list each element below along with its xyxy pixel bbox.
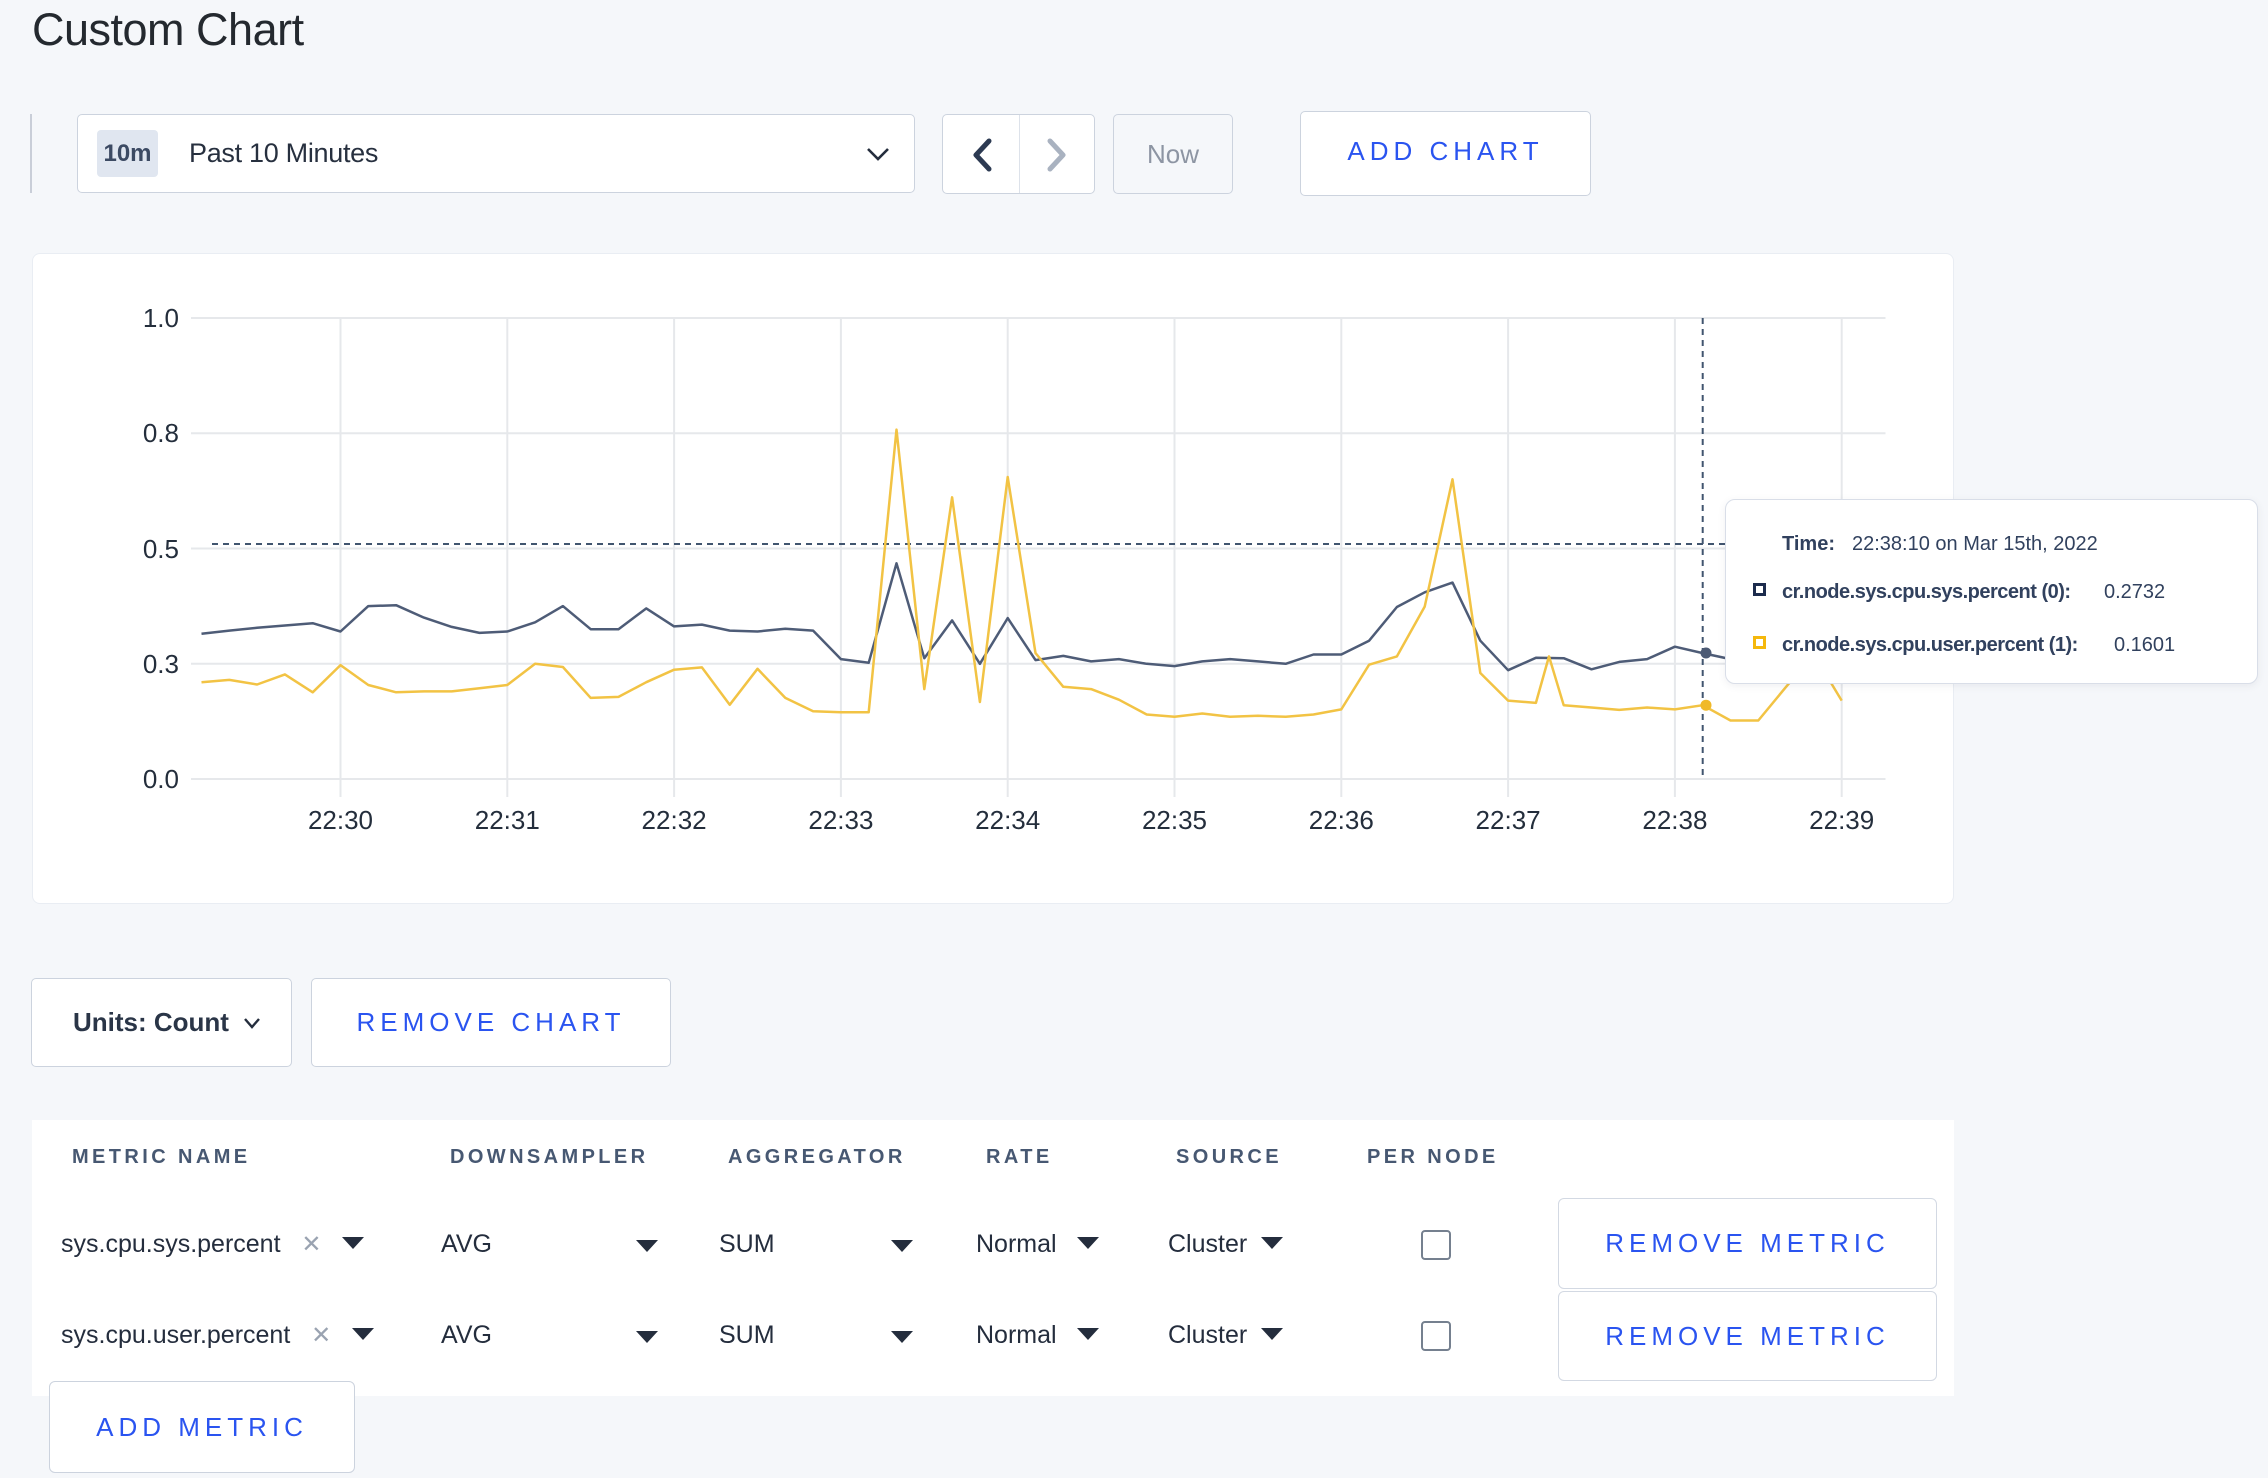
svg-text:22:31: 22:31: [475, 805, 540, 835]
svg-text:22:39: 22:39: [1809, 805, 1874, 835]
svg-text:0.0: 0.0: [143, 764, 179, 794]
svg-text:22:35: 22:35: [1142, 805, 1207, 835]
svg-text:22:32: 22:32: [642, 805, 707, 835]
svg-text:0.8: 0.8: [143, 418, 179, 448]
svg-text:22:37: 22:37: [1476, 805, 1541, 835]
svg-text:0.3: 0.3: [143, 649, 179, 679]
svg-text:0.5: 0.5: [143, 534, 179, 564]
svg-text:22:30: 22:30: [308, 805, 373, 835]
svg-text:1.0: 1.0: [143, 303, 179, 333]
svg-text:22:33: 22:33: [808, 805, 873, 835]
svg-text:22:36: 22:36: [1309, 805, 1374, 835]
svg-text:22:38: 22:38: [1642, 805, 1707, 835]
svg-text:22:34: 22:34: [975, 805, 1040, 835]
